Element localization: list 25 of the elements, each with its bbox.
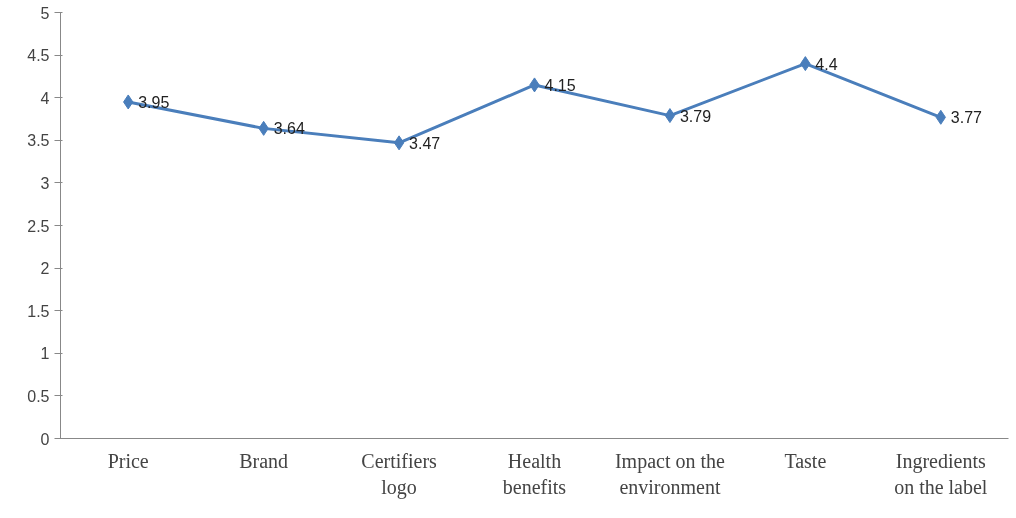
- x-tick-label: Price: [107, 449, 149, 472]
- data-label: 4.15: [544, 76, 576, 94]
- data-label: 3.77: [950, 109, 983, 127]
- data-label: 3.47: [409, 134, 441, 152]
- y-tick-label: 0.5: [27, 387, 50, 405]
- x-tick-label: Certifiers logo: [361, 449, 438, 499]
- y-tick-label: 5: [40, 4, 50, 22]
- y-tick-label: 2: [40, 260, 50, 278]
- y-tick-label: 4.5: [27, 47, 50, 65]
- y-tick-label: 3.5: [27, 132, 50, 150]
- x-tick-label: Brand: [239, 449, 289, 472]
- y-tick-label: 2.5: [27, 217, 50, 235]
- y-tick-label: 1: [40, 345, 50, 363]
- y-tick-label: 3: [40, 174, 50, 192]
- x-tick-label: Health benefits: [502, 449, 567, 498]
- x-tick-label: Taste: [784, 449, 827, 472]
- point: [393, 135, 405, 151]
- y-tick-label: 4: [40, 89, 50, 107]
- data-label: 3.79: [679, 107, 712, 125]
- x-tick-label: Ingredients on the label: [894, 449, 988, 498]
- y-tick-label: 0: [40, 430, 50, 448]
- x-tick-label: Impact on the environment: [614, 449, 726, 498]
- point: [664, 108, 676, 124]
- y-tick-label: 1.5: [27, 302, 50, 320]
- data-label: 4.4: [815, 55, 838, 73]
